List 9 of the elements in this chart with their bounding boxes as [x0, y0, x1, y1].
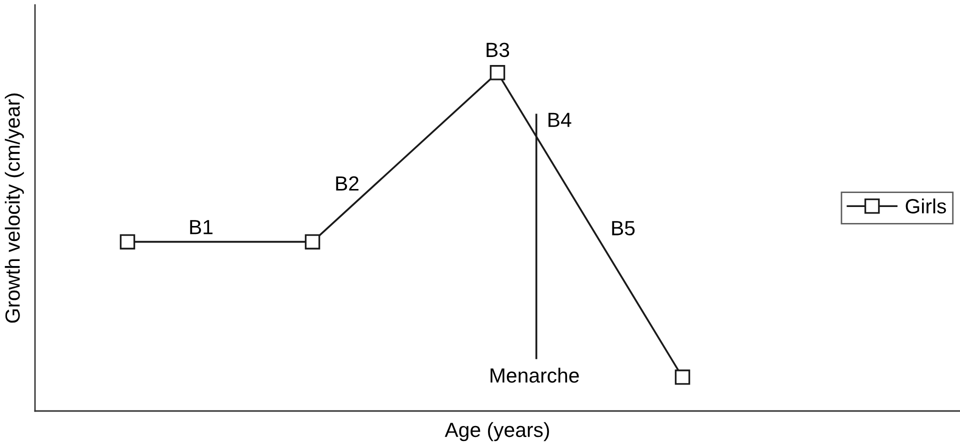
annotation: B5 [612, 221, 635, 236]
legend-label: Girls [906, 198, 946, 214]
x-axis-title: Age (years) [444, 422, 549, 442]
annotation: Menarche [490, 368, 579, 383]
annotation: B1 [190, 220, 212, 234]
text: B3 [486, 42, 510, 58]
y-axis-title: Growth velocity (cm/year) [4, 94, 24, 323]
annotation: B4 [548, 112, 572, 127]
annotation: B2 [336, 176, 358, 191]
